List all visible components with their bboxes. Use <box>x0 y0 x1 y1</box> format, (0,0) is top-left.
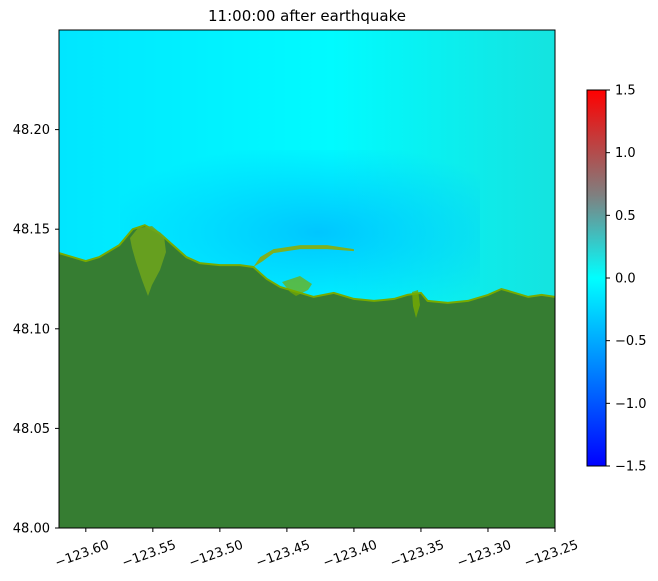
x-tick-label: −123.35 <box>388 538 446 571</box>
y-tick-label: 48.00 <box>13 522 50 537</box>
colorbar-tick-label: 0.5 <box>615 209 636 224</box>
x-axis: −123.60 −123.55 −123.50 −123.45 −123.40 −123.… <box>53 528 580 571</box>
chart-title: 11:00:00 after earthquake <box>208 7 406 25</box>
y-tick-label: 48.10 <box>13 322 50 337</box>
x-tick-label: −123.25 <box>522 538 580 571</box>
y-tick-label: 48.05 <box>13 422 50 437</box>
x-tick-label: −123.30 <box>455 538 513 571</box>
colorbar-tick-label: 1.0 <box>615 146 636 161</box>
colorbar-tick-label: 1.5 <box>615 84 636 99</box>
river-mouth <box>412 290 420 318</box>
headland-highlight <box>130 226 166 296</box>
x-tick-label: −123.60 <box>53 538 111 571</box>
colorbar-gradient <box>587 90 606 466</box>
x-tick-label: −123.45 <box>254 538 312 571</box>
colorbar: −1.5 −1.0 −0.5 0.0 0.5 1.0 1.5 <box>586 84 647 475</box>
y-axis: 48.00 48.05 48.10 48.15 48.20 <box>13 123 59 537</box>
plot-area <box>59 30 555 528</box>
colorbar-tick-label: −0.5 <box>615 334 647 349</box>
y-tick-label: 48.20 <box>13 123 50 138</box>
plot-frame <box>58 29 556 529</box>
land-mass <box>59 225 555 528</box>
inlet-marsh <box>282 276 312 296</box>
y-tick-label: 48.15 <box>13 223 50 238</box>
sand-spit <box>253 245 354 267</box>
colorbar-tick-label: −1.0 <box>615 397 647 412</box>
x-tick-label: −123.40 <box>321 538 379 571</box>
x-tick-label: −123.50 <box>187 538 245 571</box>
x-tick-label: −123.55 <box>120 538 178 571</box>
colorbar-tick-label: −1.5 <box>615 460 647 475</box>
colorbar-tick-label: 0.0 <box>615 272 636 287</box>
